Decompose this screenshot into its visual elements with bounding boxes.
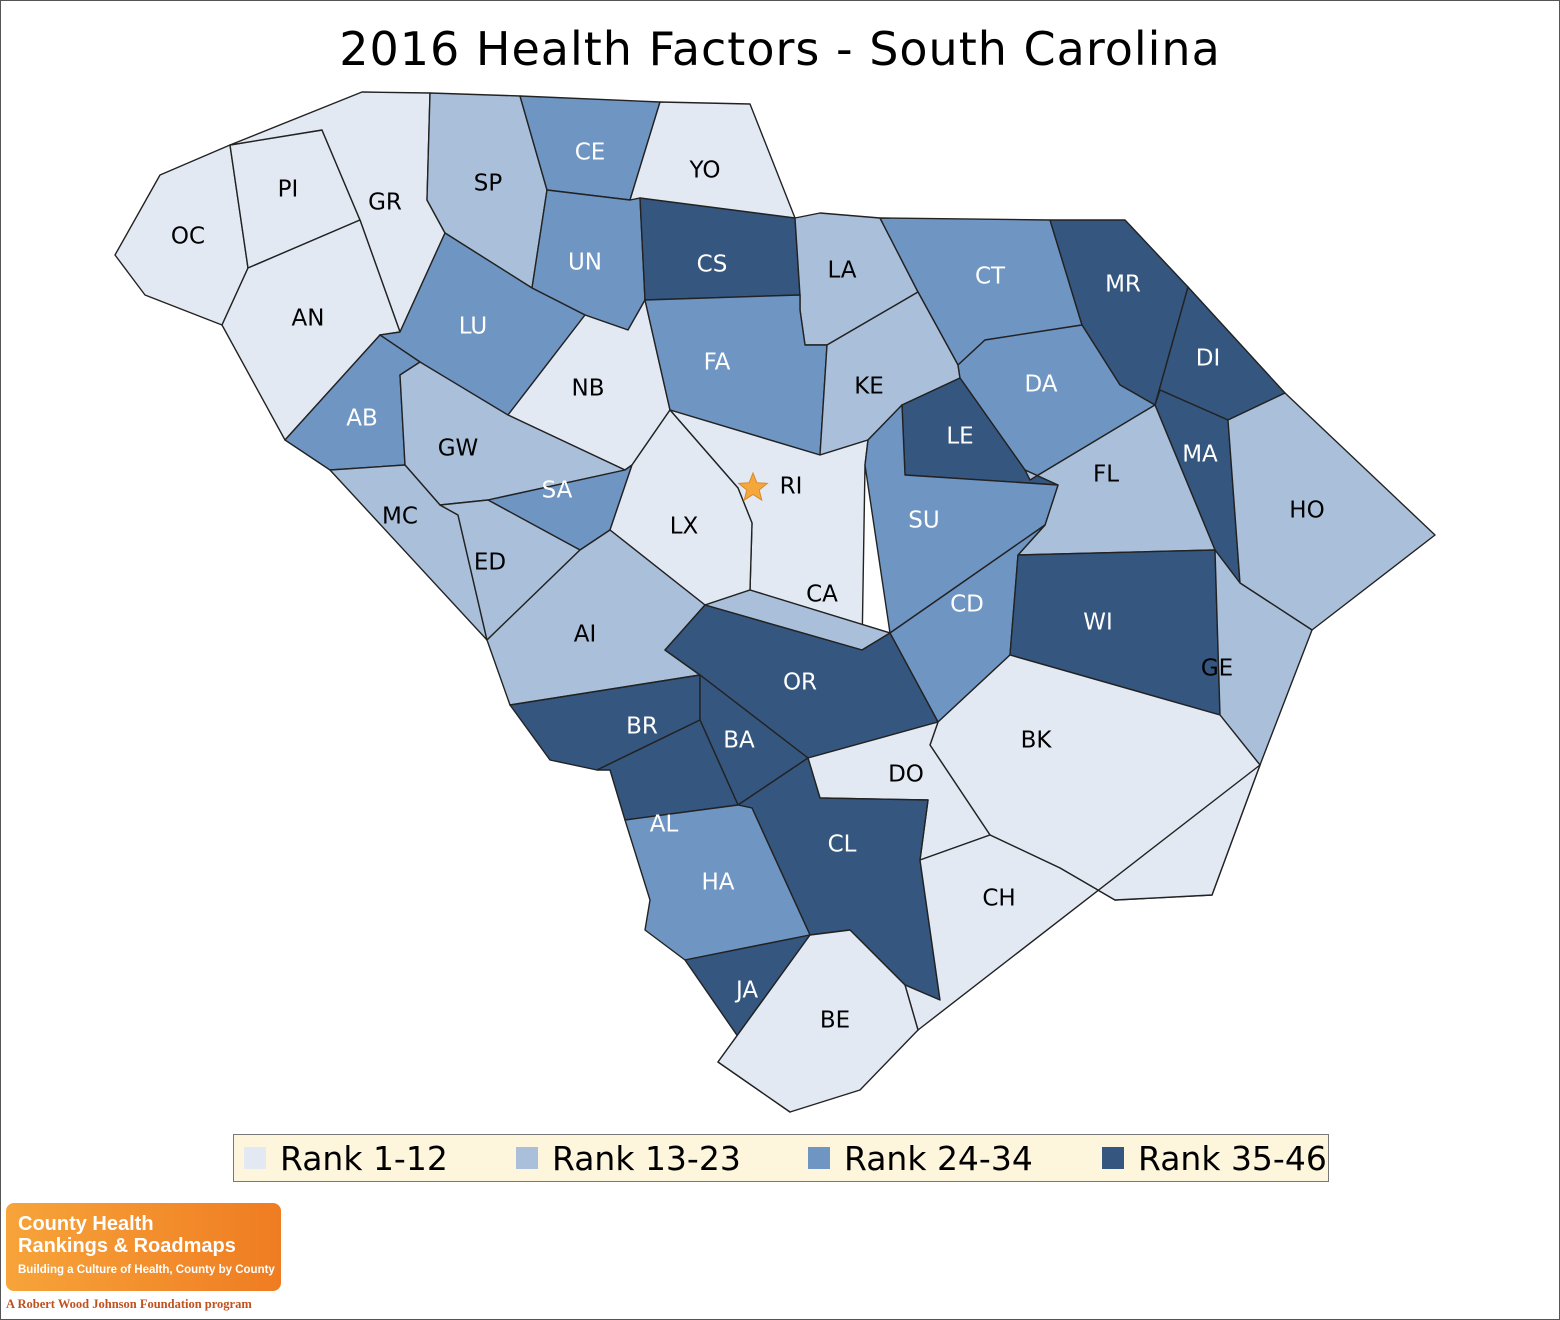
county-label-cd: CD — [950, 592, 984, 618]
county-label-be: BE — [820, 1008, 850, 1034]
county-label-ed: ED — [474, 550, 506, 576]
county-label-pi: PI — [278, 177, 299, 203]
county-label-bk: BK — [1021, 728, 1053, 754]
county-label-mr: MR — [1105, 272, 1141, 298]
county-label-an: AN — [292, 306, 325, 332]
county-label-or: OR — [783, 670, 817, 696]
county-label-fl: FL — [1093, 462, 1119, 488]
county-label-gw: GW — [438, 436, 479, 462]
county-ch[interactable] — [904, 764, 1261, 1031]
county-label-mc: MC — [382, 504, 418, 530]
county-label-ct: CT — [975, 264, 1006, 290]
legend-swatch-rank-13-23 — [516, 1147, 538, 1169]
county-label-ke: KE — [854, 374, 884, 400]
county-label-sp: SP — [474, 171, 503, 197]
county-label-ab: AB — [346, 406, 378, 432]
county-label-yo: YO — [689, 158, 721, 184]
county-label-di: DI — [1196, 346, 1221, 372]
map-title: 2016 Health Factors - South Carolina — [339, 22, 1221, 76]
county-label-ma: MA — [1182, 442, 1218, 468]
county-label-br: BR — [626, 714, 658, 740]
county-label-lu: LU — [459, 314, 488, 340]
county-label-cs: CS — [697, 252, 728, 278]
legend-label: Rank 1-12 — [280, 1138, 448, 1178]
county-label-un: UN — [568, 250, 602, 276]
legend-item-rank-35-46: Rank 35-46 — [1102, 1138, 1327, 1178]
county-label-lx: LX — [670, 514, 699, 540]
county-label-ca: CA — [806, 582, 838, 608]
county-label-nb: NB — [572, 376, 605, 402]
county-label-ha: HA — [701, 870, 734, 896]
county-label-da: DA — [1024, 372, 1057, 398]
county-su[interactable] — [864, 404, 1059, 634]
legend-label: Rank 35-46 — [1138, 1138, 1327, 1178]
county-label-ch: CH — [982, 886, 1015, 912]
county-label-ba: BA — [723, 728, 755, 754]
county-label-ai: AI — [574, 622, 597, 648]
county-label-fa: FA — [704, 350, 731, 376]
legend-label: Rank 13-23 — [552, 1138, 741, 1178]
logo-title-line2: Rankings & Roadmaps — [18, 1235, 236, 1257]
county-be[interactable] — [717, 929, 919, 1113]
county-label-gr: GR — [368, 190, 402, 216]
county-health-rankings-logo[interactable]: County Health Rankings & Roadmaps Buildi… — [6, 1203, 281, 1291]
county-ed[interactable] — [439, 499, 581, 641]
logo-tagline: Building a Culture of Health, County by … — [18, 1264, 275, 1276]
county-ho[interactable] — [1227, 392, 1436, 631]
legend-swatch-rank-35-46 — [1102, 1147, 1124, 1169]
county-label-ge: GE — [1201, 656, 1233, 682]
county-label-ho: HO — [1289, 498, 1324, 524]
county-label-oc: OC — [171, 224, 205, 250]
logo-title-line1: County Health — [18, 1213, 154, 1235]
legend-swatch-rank-24-34 — [808, 1147, 830, 1169]
legend-swatch-rank-1-12 — [244, 1147, 266, 1169]
legend-item-rank-13-23: Rank 13-23 — [516, 1138, 741, 1178]
sponsor-text: A Robert Wood Johnson Foundation program — [6, 1297, 252, 1311]
county-label-la: LA — [827, 258, 856, 284]
county-label-su: SU — [908, 508, 939, 534]
legend-item-rank-24-34: Rank 24-34 — [808, 1138, 1033, 1178]
county-label-ce: CE — [575, 140, 606, 166]
legend-label: Rank 24-34 — [844, 1138, 1033, 1178]
legend-item-rank-1-12: Rank 1-12 — [244, 1138, 448, 1178]
county-label-do: DO — [888, 762, 924, 788]
county-label-ja: JA — [734, 978, 758, 1004]
capital-star-icon — [737, 471, 769, 502]
county-label-sa: SA — [542, 478, 573, 504]
county-label-le: LE — [946, 424, 973, 450]
county-label-ri: RI — [780, 474, 803, 500]
county-label-cl: CL — [828, 832, 857, 858]
county-label-wi: WI — [1083, 610, 1113, 636]
legend: Rank 1-12 Rank 13-23 Rank 24-34 Rank 35-… — [233, 1134, 1329, 1182]
county-label-al: AL — [650, 812, 679, 838]
